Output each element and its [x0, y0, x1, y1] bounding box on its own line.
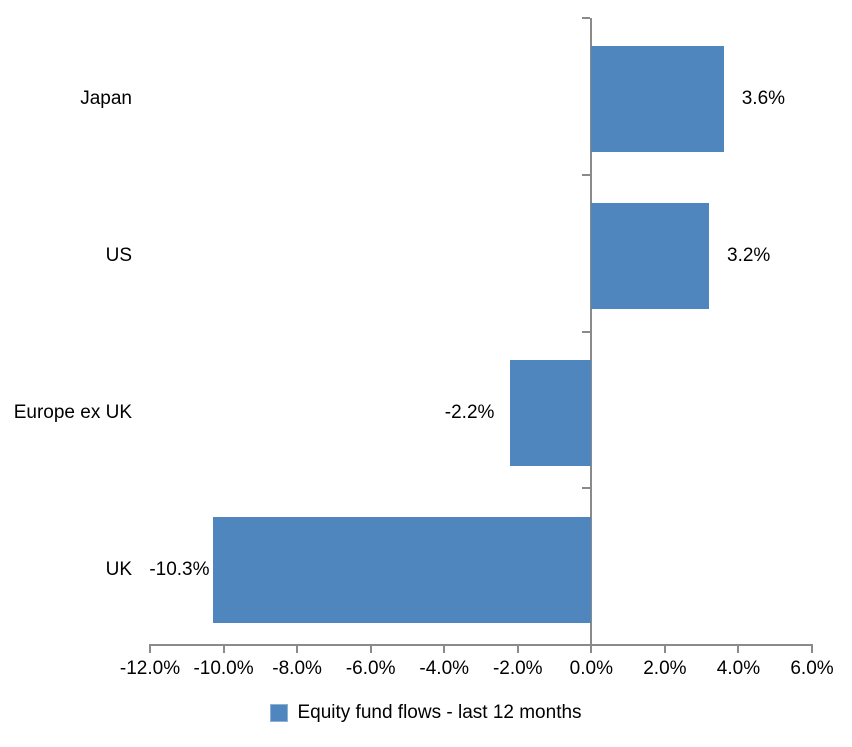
- category-tick: [582, 173, 591, 176]
- y-axis-line: [590, 18, 593, 653]
- category-label-europe-ex-uk: Europe ex UK: [13, 401, 132, 423]
- bar-uk: [212, 516, 592, 623]
- x-tick-label--8-0-: -8.0%: [272, 658, 322, 679]
- x-tick-label-6-0-: 6.0%: [790, 658, 834, 679]
- category-label-japan: Japan: [80, 88, 132, 110]
- data-label-uk: -10.3%: [149, 558, 210, 580]
- legend: Equity fund flows - last 12 months: [0, 702, 852, 724]
- x-tick: [811, 644, 813, 653]
- x-tick: [737, 644, 740, 653]
- data-label-europe-ex-uk: -2.2%: [444, 401, 495, 423]
- x-tick: [222, 644, 225, 653]
- x-tick-label-0-0-: 0.0%: [569, 658, 613, 679]
- x-tick: [296, 644, 299, 653]
- bar-us: [591, 203, 710, 310]
- data-label-us: 3.2%: [727, 245, 771, 267]
- x-tick-label--10-0-: -10.0%: [193, 658, 254, 679]
- x-tick: [590, 644, 593, 653]
- category-label-uk: UK: [105, 558, 132, 580]
- x-tick-label--2-0-: -2.0%: [492, 658, 543, 679]
- x-tick: [369, 644, 372, 653]
- data-label-japan: 3.6%: [741, 88, 786, 110]
- category-tick: [582, 330, 591, 333]
- bar-europe-ex-uk: [510, 359, 592, 466]
- x-tick-label--4-0-: -4.0%: [419, 658, 470, 679]
- x-tick-label-4-0-: 4.0%: [716, 658, 761, 679]
- x-tick-label--6-0-: -6.0%: [345, 658, 396, 679]
- category-tick: [582, 487, 591, 490]
- category-label-us: US: [105, 245, 132, 267]
- x-tick: [516, 644, 519, 653]
- x-tick: [663, 644, 666, 653]
- legend-swatch-icon: [270, 704, 289, 722]
- x-tick-label-2-0-: 2.0%: [643, 658, 687, 679]
- category-tick: [582, 17, 591, 19]
- legend-label: Equity fund flows - last 12 months: [297, 702, 582, 723]
- x-axis-line: [150, 644, 812, 646]
- x-tick-label--12-0-: -12.0%: [119, 658, 181, 679]
- bar-japan: [591, 46, 724, 153]
- x-tick: [443, 644, 446, 653]
- x-tick: [149, 644, 151, 653]
